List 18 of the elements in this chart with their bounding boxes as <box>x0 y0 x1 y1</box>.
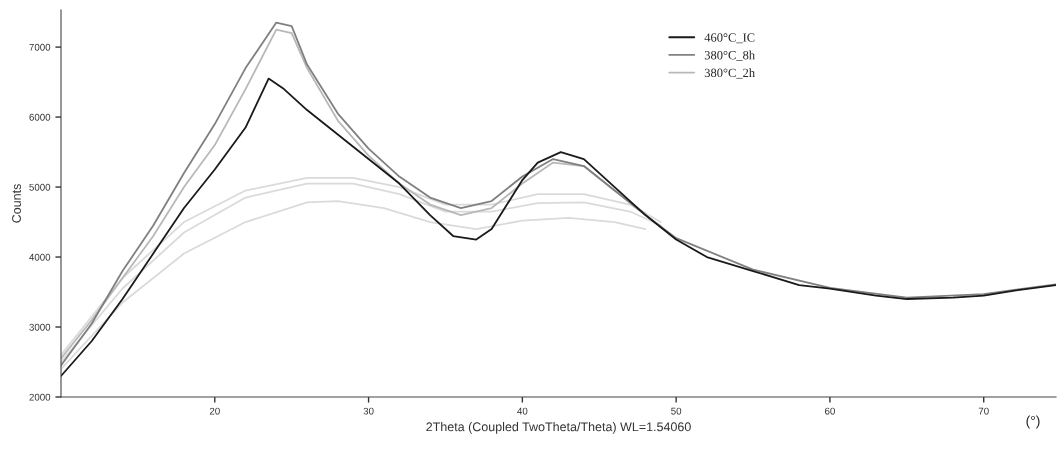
y-tick-label: 5000 <box>29 183 51 191</box>
x-tick-label: 20 <box>209 407 220 415</box>
x-tick-label: 70 <box>978 407 989 415</box>
x-tick-label: 40 <box>517 407 528 415</box>
legend-label: 380°C_8h <box>704 50 755 61</box>
y-tick-label: 2000 <box>29 393 51 401</box>
x-axis-title: 2Theta (Coupled TwoTheta/Theta) WL=1.54060 <box>426 422 691 434</box>
y-tick-label: 3000 <box>29 323 51 331</box>
x-tick-label: 50 <box>671 407 682 415</box>
x-tick-label: 60 <box>825 407 835 415</box>
legend-label: 460°C_IC <box>704 33 755 44</box>
y-axis-title: Counts <box>12 184 21 223</box>
y-tick-label: 7000 <box>29 43 51 51</box>
text: (°) <box>1026 415 1040 429</box>
x-tick-label: 30 <box>363 407 374 415</box>
legend-label: 380°C_2h <box>704 68 755 79</box>
y-tick-label: 4000 <box>29 253 51 261</box>
y-tick-label: 6000 <box>29 113 51 121</box>
